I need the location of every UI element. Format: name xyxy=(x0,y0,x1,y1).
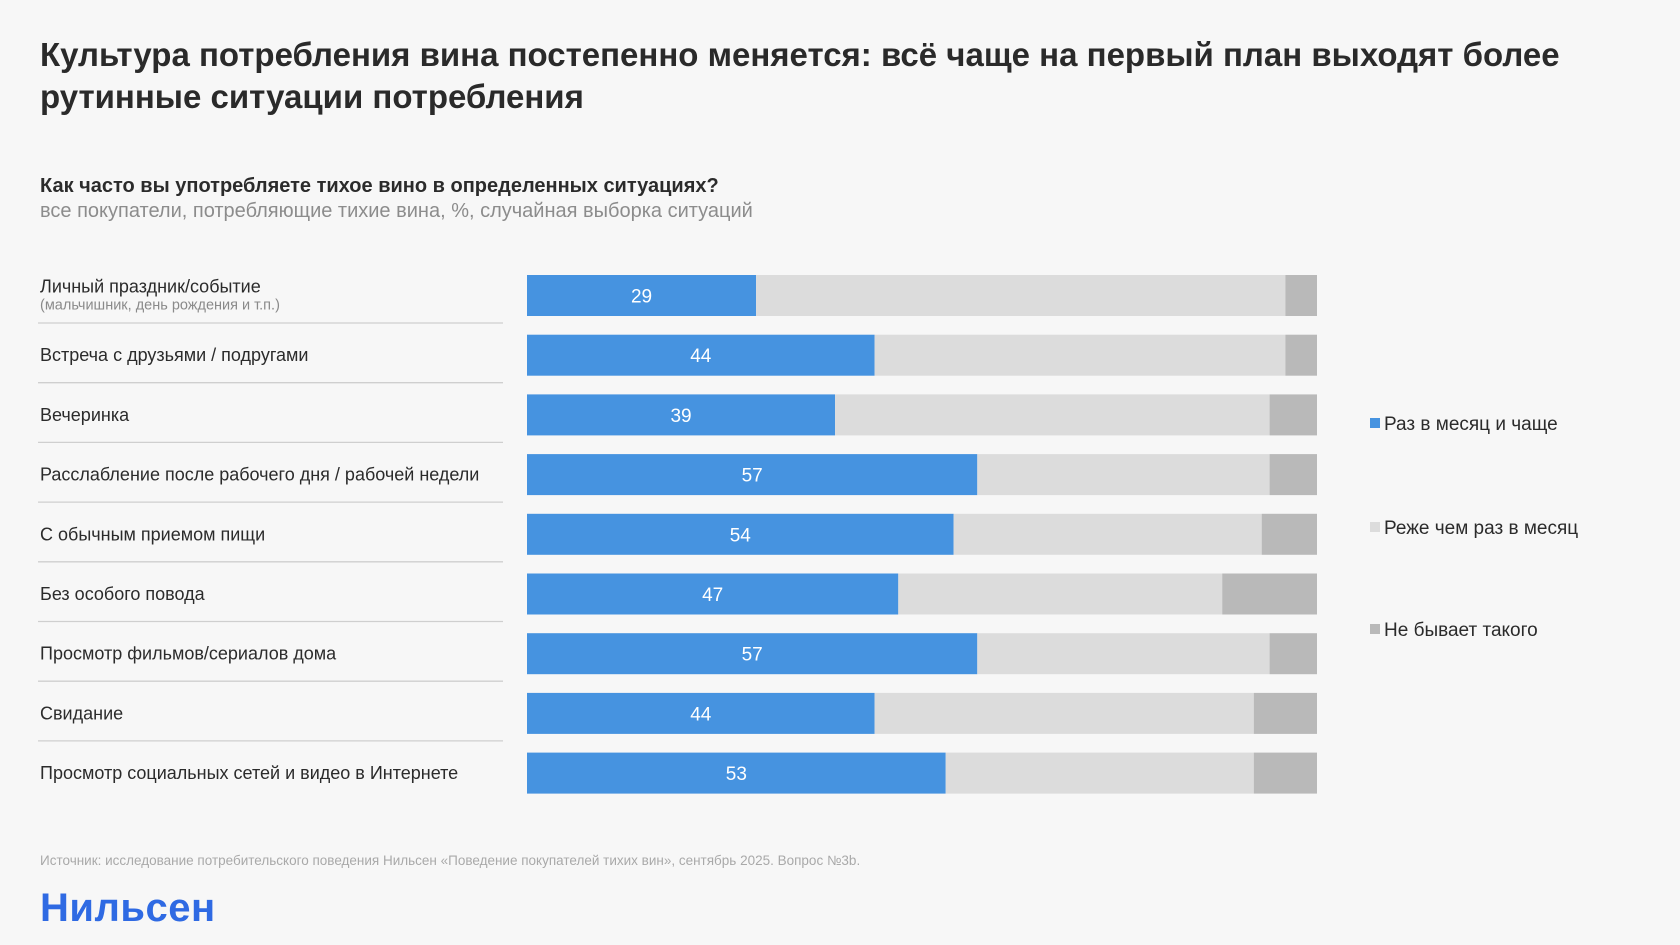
bar-segment-monthly xyxy=(527,454,978,496)
bar-segment-rarely xyxy=(898,573,1223,615)
source-note: Источник: исследование потребительского … xyxy=(40,853,861,868)
legend-swatch-never xyxy=(1370,624,1380,634)
bar-value-label: 44 xyxy=(690,346,712,367)
bar-segment-rarely xyxy=(874,334,1286,376)
bar-segment-rarely xyxy=(874,692,1254,734)
category-label: Без особого повода xyxy=(40,584,206,604)
bar-segment-never xyxy=(1269,394,1317,436)
category-label: С обычным приемом пищи xyxy=(40,524,265,544)
category-label: Просмотр социальных сетей и видео в Инте… xyxy=(40,763,458,783)
bar-segment-monthly xyxy=(527,752,946,794)
bar-segment-monthly xyxy=(527,334,875,376)
legend-label: Реже чем раз в месяц xyxy=(1384,518,1579,539)
bar-segment-monthly xyxy=(527,692,875,734)
chart-base-note: все покупатели, потребляющие тихие вина,… xyxy=(40,200,753,222)
category-label: Свидание xyxy=(40,703,123,723)
bar-value-label: 53 xyxy=(726,764,747,785)
bar-segment-never xyxy=(1253,692,1317,734)
bar-value-label: 54 xyxy=(730,525,752,546)
bar-segment-monthly xyxy=(527,633,978,675)
bar-segment-never xyxy=(1253,752,1317,794)
category-label: Вечеринка xyxy=(40,405,130,425)
legend-item-monthly: Раз в месяц и чаще xyxy=(1370,413,1558,437)
bar-segment-never xyxy=(1269,633,1317,675)
bar-segment-rarely xyxy=(835,394,1270,436)
bar-segment-monthly xyxy=(527,394,836,436)
chart-question: Как часто вы употребляете тихое вино в о… xyxy=(40,175,719,197)
bar-segment-never xyxy=(1269,454,1317,496)
bar-value-label: 39 xyxy=(670,406,691,427)
bar-segment-rarely xyxy=(953,513,1262,555)
bar-segment-monthly xyxy=(527,573,899,615)
bar-value-label: 57 xyxy=(742,645,763,666)
bar-segment-never xyxy=(1261,513,1317,555)
bar-value-label: 57 xyxy=(742,466,763,487)
bar-segment-never xyxy=(1285,275,1317,316)
bar-segment-rarely xyxy=(945,752,1254,794)
legend-swatch-monthly xyxy=(1370,418,1380,428)
category-label: Просмотр фильмов/сериалов дома xyxy=(40,644,337,664)
bar-segment-rarely xyxy=(977,454,1270,496)
bar-segment-rarely xyxy=(977,633,1270,675)
bar-value-label: 47 xyxy=(702,585,723,606)
legend-label: Не бывает такого xyxy=(1384,620,1538,641)
legend-label: Раз в месяц и чаще xyxy=(1384,414,1558,435)
category-label: Расслабление после рабочего дня / рабоче… xyxy=(40,465,479,485)
legend-item-never: Не бывает такого xyxy=(1370,619,1538,643)
legend-item-rarely: Реже чем раз в месяц xyxy=(1370,517,1578,541)
brand-logo: Нильсен xyxy=(40,886,216,930)
bar-segment-monthly xyxy=(527,513,954,555)
category-sublabel: (мальчишник, день рождения и т.п.) xyxy=(40,298,280,314)
bar-segment-monthly xyxy=(527,275,757,316)
page-title: Культура потребления вина постепенно мен… xyxy=(40,36,1560,115)
bar-segment-never xyxy=(1285,334,1317,376)
legend-swatch-rarely xyxy=(1370,522,1380,532)
bar-segment-never xyxy=(1222,573,1317,615)
bar-value-label: 29 xyxy=(631,287,652,308)
category-label: Личный праздник/событие xyxy=(40,277,261,297)
bar-segment-rarely xyxy=(756,275,1286,316)
category-label: Встреча с друзьями / подругами xyxy=(40,345,308,365)
bar-value-label: 44 xyxy=(690,704,712,725)
